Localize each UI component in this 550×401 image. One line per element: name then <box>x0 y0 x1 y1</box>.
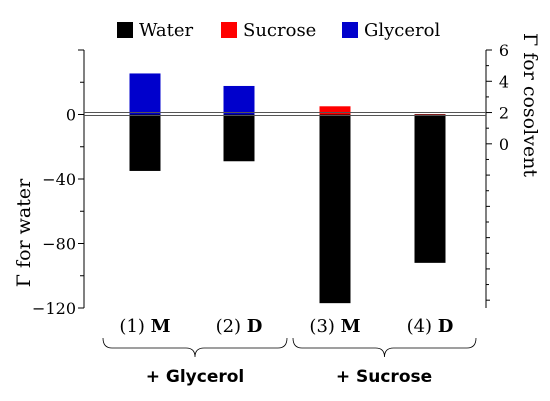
group-label-2: + Sucrose <box>336 367 432 387</box>
left-tick-label: −120 <box>32 299 76 318</box>
right-axis-title: Γ for cosolvent <box>519 33 541 177</box>
group-label-1: + Glycerol <box>146 367 245 387</box>
right-tick-label: 6 <box>499 41 509 60</box>
right-tick-label: 2 <box>499 104 509 123</box>
bar-water-3 <box>319 114 351 304</box>
legend-label-water: Water <box>139 20 194 41</box>
bar-glycerol-1 <box>129 73 161 115</box>
brace-sucrose <box>292 337 477 358</box>
right-tick-label: 0 <box>499 135 509 154</box>
legend-swatch-water <box>117 22 133 38</box>
category-label-3: (3) M <box>309 316 360 337</box>
brace-glycerol <box>102 337 288 358</box>
bar-water-4 <box>414 114 446 263</box>
left-tick-label: −40 <box>42 170 76 189</box>
bar-sucrose-3 <box>319 106 351 115</box>
bar-water-2 <box>223 114 255 162</box>
left-tick-label: 0 <box>66 106 76 125</box>
legend-label-glycerol: Glycerol <box>364 20 440 41</box>
left-axis-title: Γ for water <box>13 178 35 287</box>
legend-swatch-glycerol <box>342 22 358 38</box>
bar-glycerol-2 <box>223 85 255 115</box>
legend-swatch-sucrose <box>221 22 237 38</box>
bar-water-1 <box>129 114 161 171</box>
left-tick-label: −80 <box>42 235 76 254</box>
category-label-1: (1) M <box>119 316 170 337</box>
legend-label-sucrose: Sucrose <box>243 20 316 41</box>
category-label-2: (2) D <box>216 316 263 337</box>
category-label-4: (4) D <box>407 316 454 337</box>
right-tick-label: 4 <box>499 72 509 91</box>
